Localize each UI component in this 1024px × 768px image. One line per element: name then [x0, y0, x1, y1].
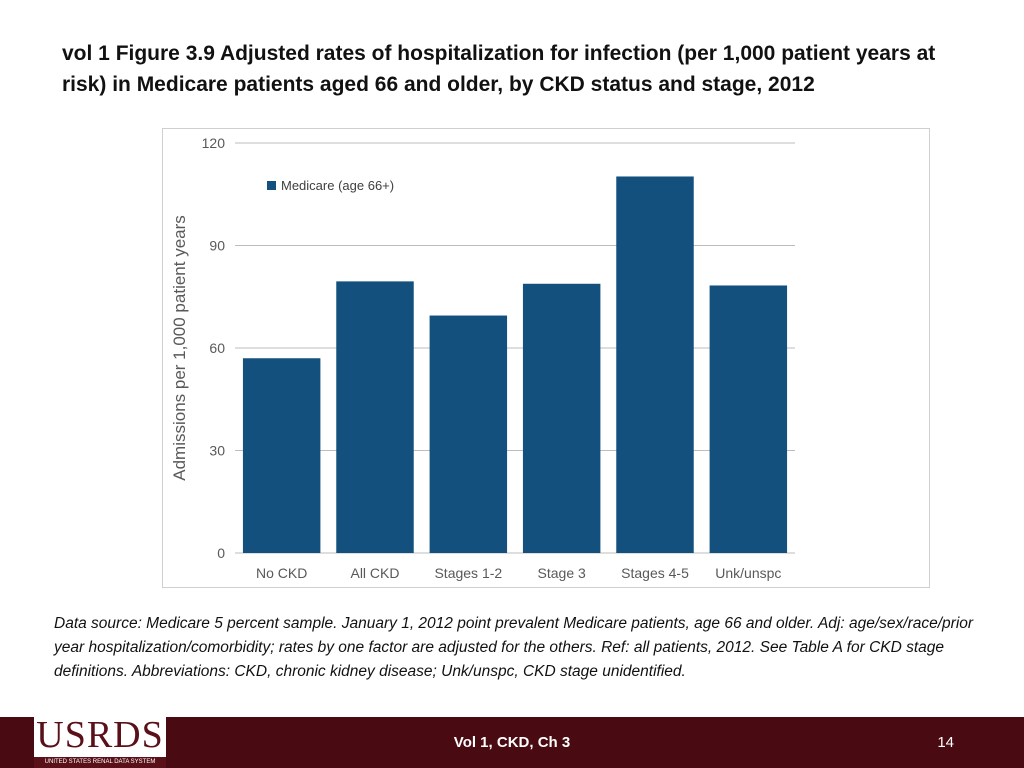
y-tick-label-0: 0 — [217, 545, 225, 561]
y-tick-label-1: 30 — [209, 443, 225, 459]
data-source-caption: Data source: Medicare 5 percent sample. … — [54, 615, 974, 680]
bar-1 — [336, 281, 414, 553]
slide-title: vol 1 Figure 3.9 Adjusted rates of hospi… — [62, 42, 936, 96]
bar-3 — [522, 283, 601, 553]
x-tick-label-3: Stage 3 — [538, 565, 586, 581]
bar-chart: 0 30 60 90 120 No CKD All CKD Stages 1-2 Stage 3… — [170, 135, 795, 581]
footer-bar — [0, 717, 1024, 768]
chart-panel: 0 30 60 90 120 No CKD All CKD Stages 1-2 Stage 3… — [162, 128, 930, 588]
x-tick-label-5: Unk/unspc — [715, 565, 781, 581]
bar-4 — [616, 176, 694, 553]
y-tick-label-2: 60 — [209, 340, 225, 356]
bar-5 — [709, 285, 788, 553]
legend-label: Medicare (age 66+) — [281, 178, 394, 193]
y-tick-label-4: 120 — [202, 135, 226, 151]
x-tick-label-0: No CKD — [256, 565, 307, 581]
x-tick-label-1: All CKD — [350, 565, 399, 581]
legend-swatch — [267, 181, 276, 190]
x-tick-label-2: Stages 1-2 — [434, 565, 502, 581]
logo-wordmark: USRDS — [36, 714, 164, 756]
page-number: 14 — [937, 734, 954, 751]
footer-section-label: Vol 1, CKD, Ch 3 — [453, 734, 571, 751]
bar-0 — [242, 358, 321, 553]
usrds-logo: USRDS UNITED STATES RENAL DATA SYSTEM — [34, 711, 166, 768]
y-axis-title: Admissions per 1,000 patient years — [170, 215, 189, 481]
logo-subtitle: UNITED STATES RENAL DATA SYSTEM — [34, 757, 166, 768]
y-tick-label-3: 90 — [209, 238, 225, 254]
bar-2 — [429, 315, 508, 553]
x-tick-label-4: Stages 4-5 — [621, 565, 689, 581]
